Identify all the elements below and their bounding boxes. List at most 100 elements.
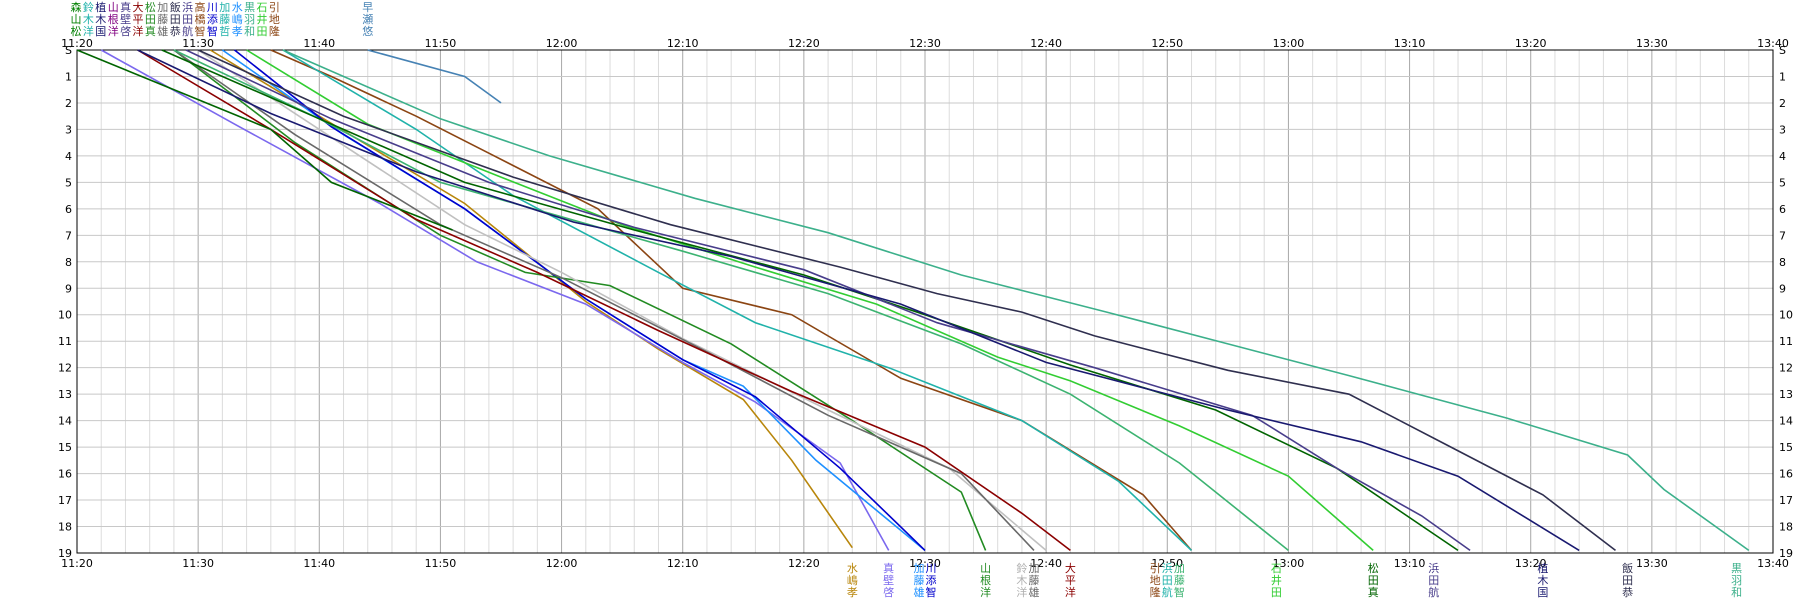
runner-label-bottom: 水 [847, 562, 858, 575]
runner-label-bottom: 地 [1150, 574, 1161, 587]
y-tick-label-right: 19 [1779, 547, 1793, 560]
series-line [197, 49, 1047, 552]
series-line [185, 49, 1471, 552]
runner-label-top: 大 [133, 0, 144, 14]
y-tick-label-left: 3 [65, 123, 72, 136]
x-tick-label-top: 12:00 [546, 37, 578, 50]
runner-label-top: 山 [108, 1, 119, 14]
y-tick-label-left: 5 [65, 176, 72, 189]
series-line [282, 49, 1750, 552]
y-tick-label-left: 13 [58, 388, 72, 401]
runner-label-top: 恭 [170, 25, 181, 38]
runner-label-bottom: 啓 [883, 585, 894, 599]
x-tick-label-bottom: 11:30 [182, 557, 214, 570]
runner-label-bottom: 黒 [1731, 562, 1742, 575]
series-line [367, 49, 502, 104]
runner-label-top: 鈴 [83, 0, 94, 14]
y-tick-label-left: 12 [58, 362, 72, 375]
bottom-labels: 水嶋孝真壁啓加藤雄川添智山根洋鈴木洋加藤雄大平洋引地隆浜田航加藤智石井田松田真浜… [847, 561, 1742, 599]
series-line [197, 49, 1616, 552]
series-line [76, 49, 453, 231]
runner-label-top: 藤 [219, 13, 230, 26]
x-tick-label-bottom: 12:50 [1151, 557, 1183, 570]
runner-label-bottom: 松 [1368, 561, 1379, 575]
runner-label-bottom: 木 [1016, 574, 1027, 587]
y-tick-label-right: 14 [1779, 415, 1793, 428]
x-tick-label-bottom: 12:10 [667, 557, 699, 570]
runner-label-top: 高 [195, 0, 206, 14]
runner-label-top: 雄 [157, 24, 168, 38]
runner-label-bottom: 藤 [1174, 574, 1185, 587]
series-line [246, 49, 1374, 552]
y-tick-label-right: 16 [1779, 468, 1793, 481]
runner-label-top: 国 [95, 25, 106, 38]
runner-label-bottom: 和 [1731, 586, 1742, 599]
runner-label-top: 真 [120, 0, 131, 14]
y-tick-label-right: 1 [1779, 70, 1786, 83]
series-line [234, 49, 926, 551]
x-tick-label-top: 13:00 [1273, 37, 1305, 50]
y-tick-label-left: 14 [58, 415, 72, 428]
y-tick-label-right: 3 [1779, 123, 1786, 136]
runner-label-top: 植 [95, 0, 106, 14]
runner-label-bottom: 羽 [1731, 574, 1742, 587]
runner-label-top: 嶋 [232, 12, 243, 26]
x-tick-label-top: 13:20 [1515, 37, 1547, 50]
runner-label-top: 加 [157, 1, 168, 14]
y-tick-label-right: 2 [1779, 97, 1786, 110]
runner-label-top: 孝 [232, 25, 243, 38]
y-tick-label-left: 18 [58, 521, 72, 534]
runner-label-top: 田 [182, 13, 193, 26]
series-line [137, 49, 1580, 552]
runner-label-bottom: 植 [1537, 561, 1548, 575]
runner-label-bottom: 木 [1537, 574, 1548, 587]
runner-label-top: 早 [362, 1, 373, 14]
runner-label-top: 松 [145, 0, 156, 14]
series-lines [76, 49, 1750, 552]
runner-label-bottom: 恭 [1622, 586, 1633, 599]
runner-label-top: 浜 [182, 1, 193, 14]
runner-label-bottom: 山 [980, 562, 991, 575]
runner-label-top: 哲 [219, 25, 230, 38]
x-tick-label-top: 11:40 [303, 37, 335, 50]
runner-label-top: 加 [219, 1, 230, 14]
x-tick-label-bottom: 11:50 [425, 557, 457, 570]
y-tick-label-right: 17 [1779, 494, 1793, 507]
runner-label-top: 平 [133, 13, 144, 26]
y-tick-label-left: 15 [58, 441, 72, 454]
runner-label-top: 真 [145, 24, 156, 38]
runner-label-top: 松 [71, 24, 82, 38]
runner-label-top: 瀬 [362, 12, 373, 26]
runner-label-bottom: 真 [883, 561, 894, 575]
x-tick-label-top: 11:50 [425, 37, 457, 50]
y-tick-label-right: S [1779, 44, 1786, 57]
runner-label-top: 藤 [157, 13, 168, 26]
x-tick-label-top: 12:10 [667, 37, 699, 50]
runner-label-bottom: 航 [1428, 585, 1439, 599]
runner-label-top: 壁 [120, 12, 131, 26]
runner-label-bottom: 田 [1162, 574, 1173, 587]
y-tick-label-right: 8 [1779, 256, 1786, 269]
x-tick-label-bottom: 11:40 [303, 557, 335, 570]
y-tick-label-left: 2 [65, 97, 72, 110]
runner-label-bottom: 添 [926, 573, 937, 587]
x-tick-label-top: 12:50 [1151, 37, 1183, 50]
runner-label-bottom: 智 [1174, 585, 1185, 599]
runner-label-bottom: 洋 [980, 585, 991, 599]
runner-label-top: 和 [244, 25, 255, 38]
y-tick-label-right: 18 [1779, 521, 1793, 534]
y-tick-label-left: 19 [58, 547, 72, 560]
series-line [173, 49, 1035, 551]
runner-label-top: 水 [232, 1, 243, 14]
runner-label-top: 山 [71, 13, 82, 26]
y-tick-label-right: 4 [1779, 150, 1786, 163]
runner-label-bottom: 国 [1537, 586, 1548, 599]
series-line [100, 49, 890, 551]
y-tick-label-right: 11 [1779, 335, 1793, 348]
runner-label-bottom: 洋 [1016, 585, 1027, 599]
runner-label-bottom: 壁 [883, 573, 894, 587]
runner-label-top: 地 [269, 13, 280, 26]
runner-label-bottom: 田 [1271, 586, 1282, 599]
series-line [282, 49, 1193, 551]
